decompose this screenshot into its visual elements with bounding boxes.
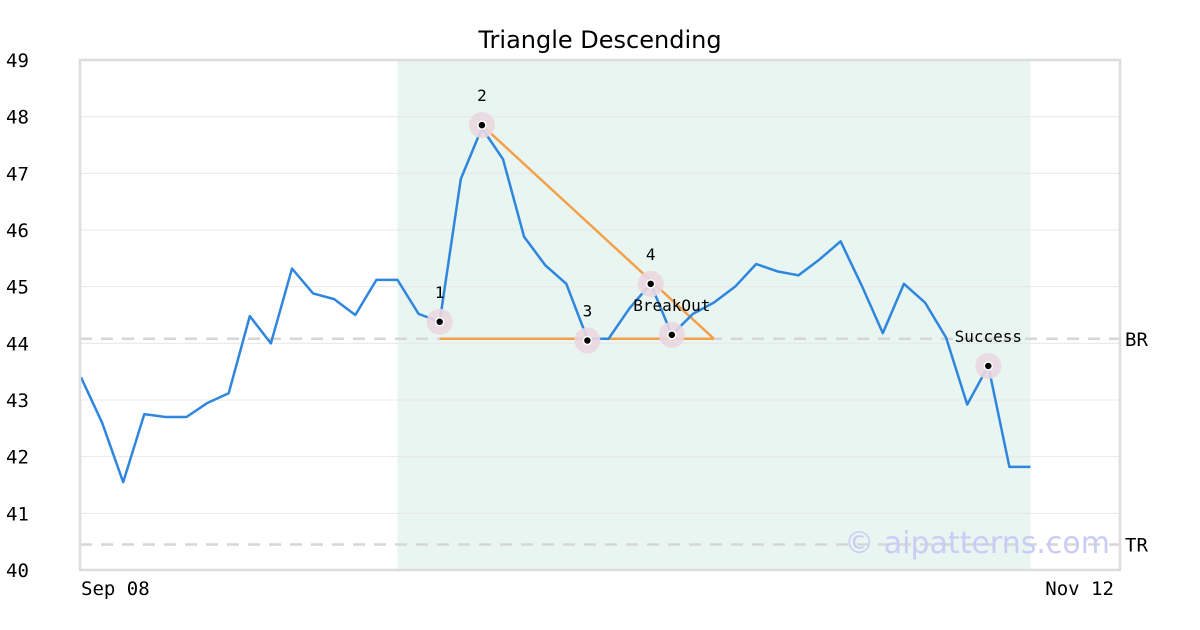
y-tick-label: 45 [6, 277, 29, 299]
reference-label: TR [1125, 535, 1148, 557]
x-axis-ticks: Sep 08 Nov 12 [81, 578, 1114, 600]
y-tick-label: 46 [6, 220, 29, 242]
point-marker [983, 361, 994, 371]
point-marker [477, 120, 487, 130]
watermark: © aipatterns.com [844, 526, 1110, 561]
plot-frame [78, 58, 1122, 572]
y-tick-label: 47 [6, 163, 29, 185]
chart-title: Triangle Descending [477, 26, 721, 54]
y-tick-label: 49 [6, 50, 29, 72]
point-label: 2 [477, 86, 487, 105]
x-tick-label: Sep 08 [81, 578, 150, 600]
y-tick-label: 40 [6, 560, 29, 582]
point-label: 4 [646, 245, 656, 264]
y-axis-ticks: 40 41 42 43 44 45 46 47 48 49 [6, 50, 29, 582]
point-marker [434, 317, 445, 327]
point-marker [667, 330, 677, 340]
price-series [79, 126, 1031, 484]
point-label: BreakOut [633, 296, 710, 315]
pattern-points: 1 2 3 4 BreakOut Success [426, 86, 1022, 379]
point-label: 1 [435, 283, 445, 302]
x-tick-label: Nov 12 [1045, 578, 1114, 600]
y-tick-label: 41 [6, 503, 29, 525]
reference-label: BR [1125, 329, 1148, 351]
pattern-line [481, 124, 715, 340]
point-marker [645, 279, 656, 289]
point-label: Success [955, 327, 1022, 346]
gridlines [80, 59, 1120, 571]
y-tick-label: 48 [6, 107, 29, 129]
y-tick-label: 42 [6, 447, 29, 469]
point-marker [582, 335, 593, 346]
point-label: 3 [583, 302, 593, 321]
series-line [79, 126, 1031, 484]
y-tick-label: 44 [6, 333, 29, 355]
y-tick-label: 43 [6, 390, 29, 412]
